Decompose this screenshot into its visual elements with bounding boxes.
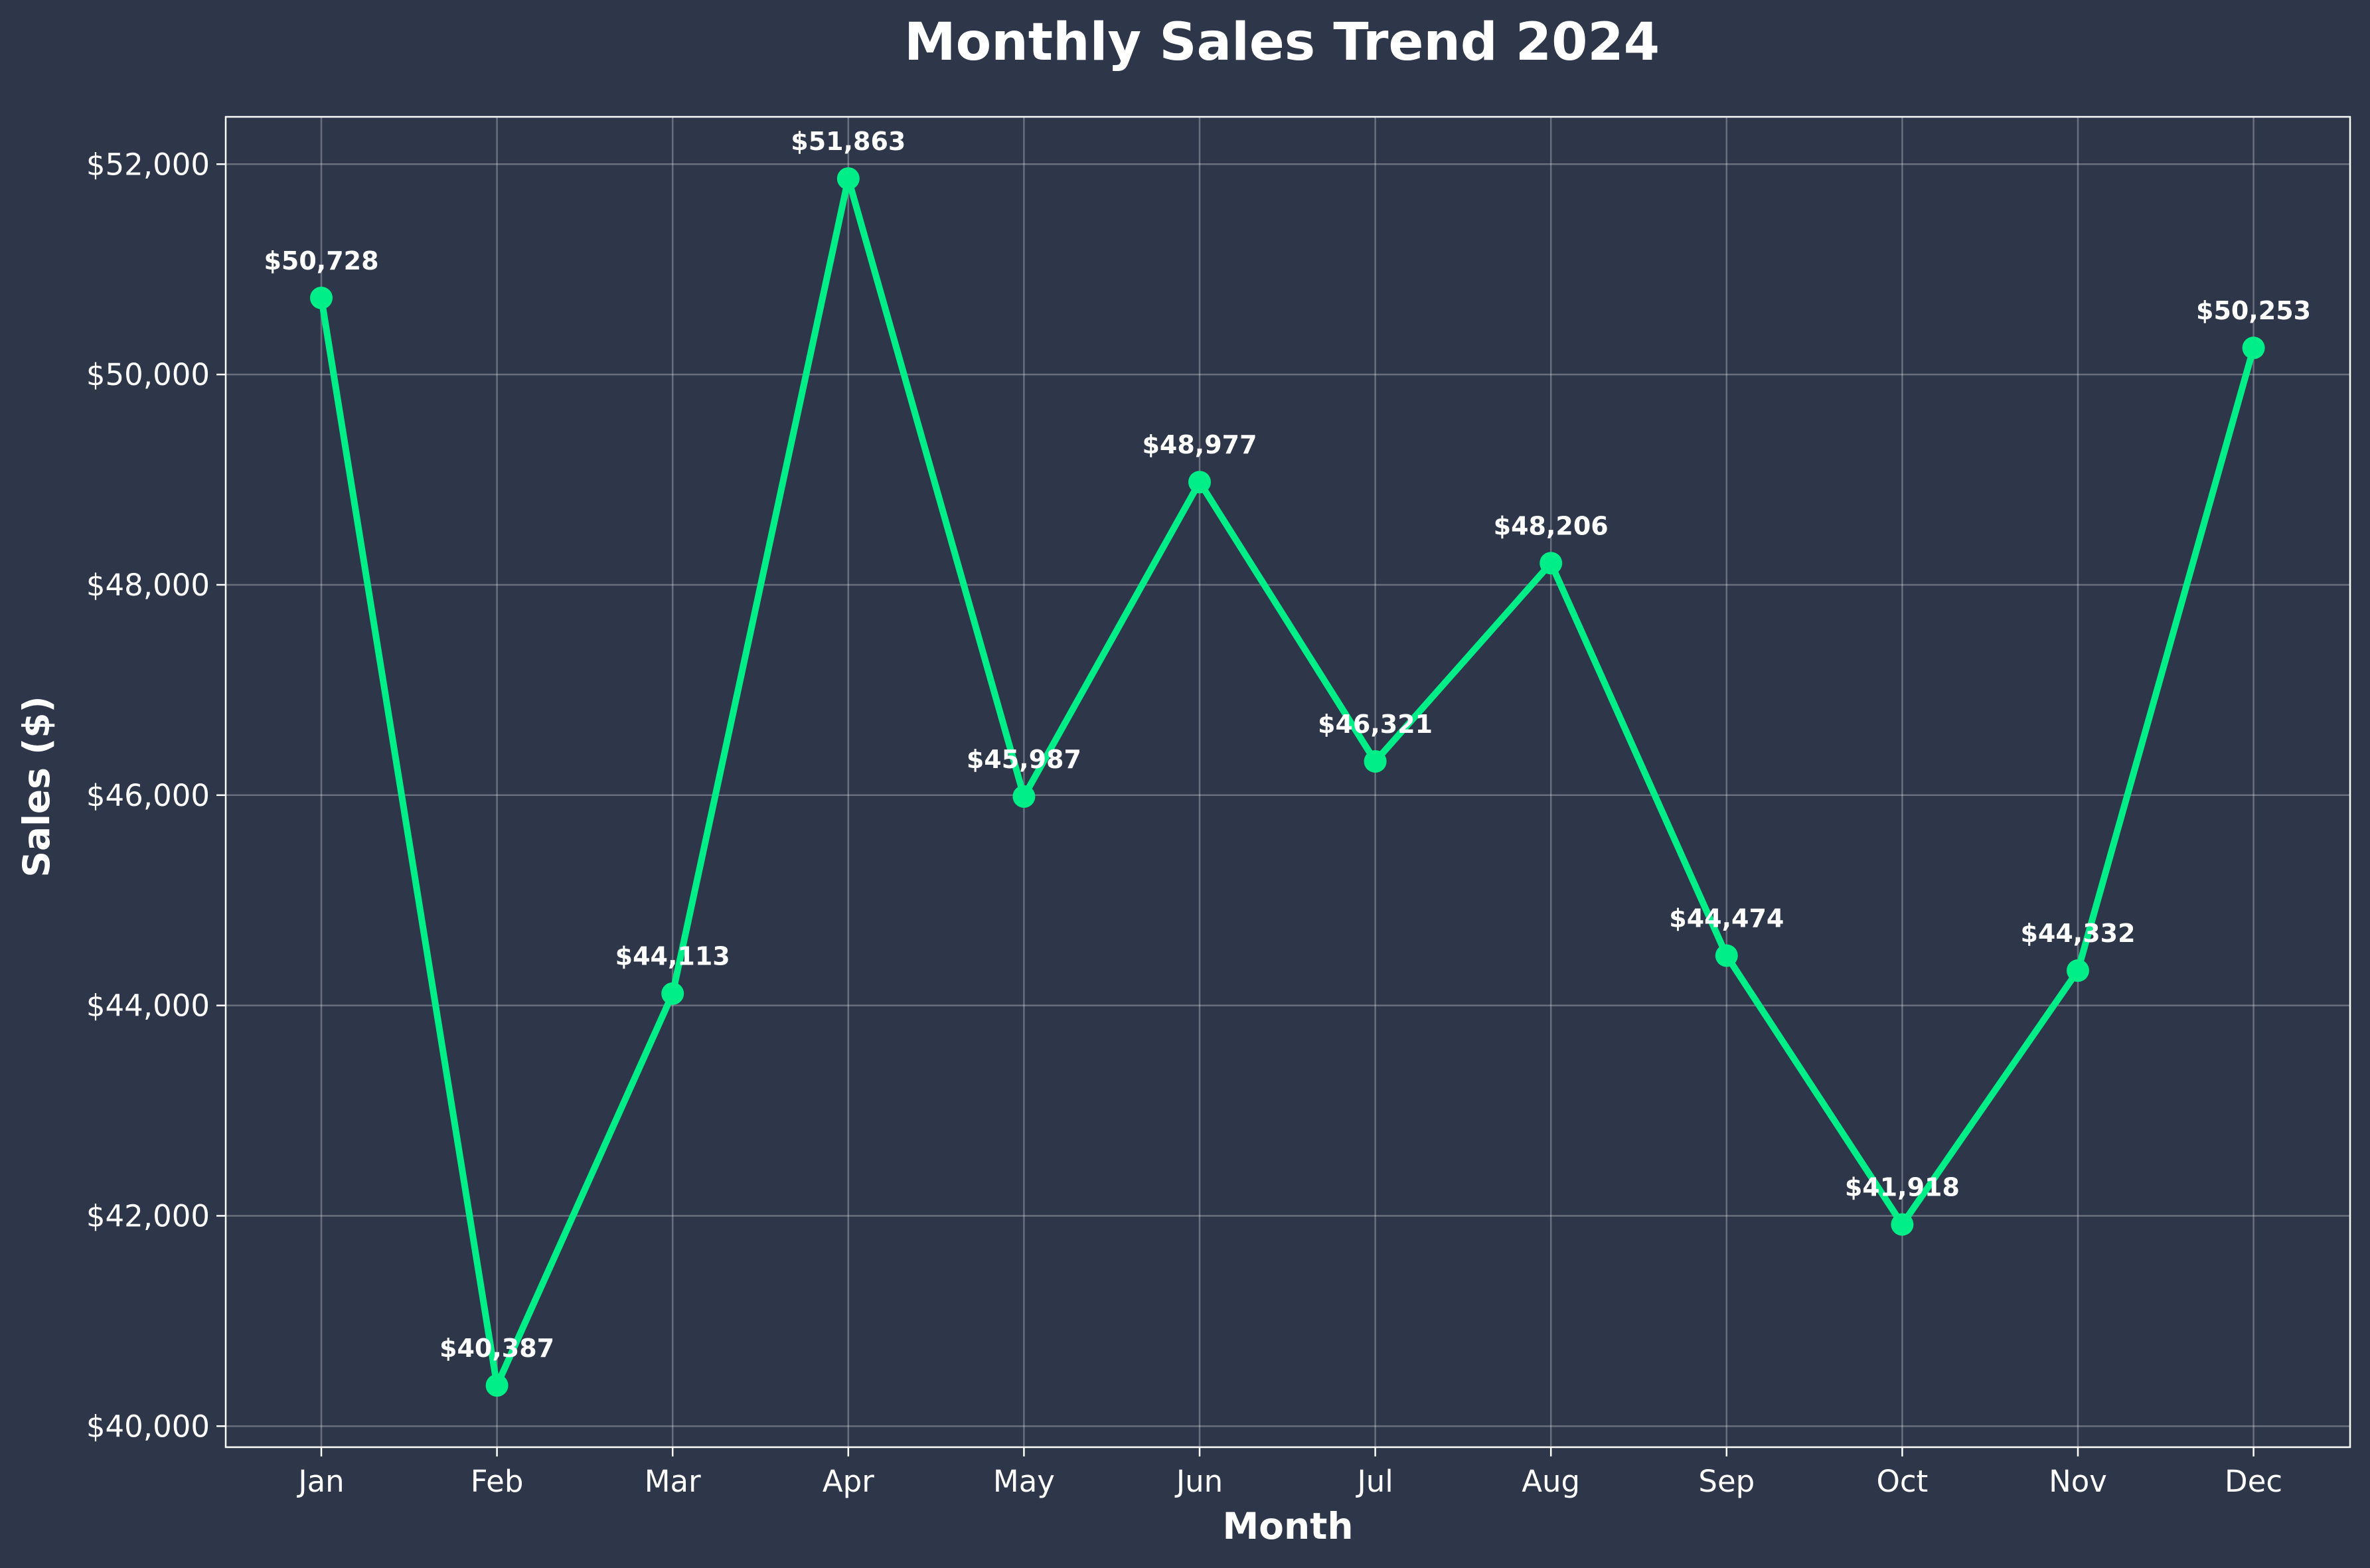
x-tick-label: Oct	[1876, 1464, 1928, 1499]
series-sales	[310, 167, 2265, 1397]
x-tick-label: Jan	[296, 1464, 344, 1499]
data-point	[485, 1374, 509, 1397]
data-label: $50,253	[2196, 296, 2311, 325]
y-axis-label: Sales ($)	[15, 696, 58, 877]
data-label: $44,332	[2020, 919, 2135, 948]
x-axis-label: Month	[1222, 1505, 1353, 1547]
data-labels: $50,728 $40,387 $44,113 $51,863 $45,987 $48,9…	[264, 127, 2311, 1363]
y-tick-label: $40,000	[86, 1409, 210, 1444]
data-label: $48,206	[1494, 511, 1609, 540]
chart-title: Monthly Sales Trend 2024	[904, 13, 1660, 72]
data-point	[1188, 471, 1211, 494]
data-label: $50,728	[264, 246, 378, 275]
data-label: $46,321	[1318, 710, 1433, 739]
y-tick-label: $50,000	[86, 357, 210, 392]
data-point	[836, 167, 860, 190]
x-tick-label: Feb	[471, 1464, 524, 1499]
data-point	[661, 982, 684, 1005]
data-label: $40,387	[439, 1334, 554, 1363]
x-tick-label: Sep	[1698, 1464, 1755, 1499]
data-point	[1540, 552, 1563, 575]
axis-ticks: Jan Feb Mar Apr May Jun Jul Aug Sep Oct Nov Dec $40,…	[86, 147, 2282, 1499]
data-point	[2242, 337, 2265, 360]
data-label: $45,987	[967, 745, 1081, 774]
x-tick-label: Aug	[1522, 1464, 1580, 1499]
plot-area-frame	[224, 116, 2351, 1449]
x-tick-label: Nov	[2049, 1464, 2107, 1499]
data-label: $44,113	[615, 942, 730, 971]
data-label: $41,918	[1845, 1172, 1960, 1202]
grid	[226, 117, 2350, 1447]
x-tick-label: Apr	[823, 1464, 874, 1499]
y-tick-label: $48,000	[86, 568, 210, 603]
data-point	[2067, 959, 2089, 982]
x-tick-label: Mar	[645, 1464, 701, 1499]
data-point	[1715, 944, 1738, 967]
y-tick-label: $42,000	[86, 1198, 210, 1233]
data-point	[1012, 785, 1036, 808]
data-label: $44,474	[1669, 904, 1784, 933]
data-label: $48,977	[1142, 430, 1257, 459]
x-tick-label: May	[993, 1464, 1055, 1499]
series-line	[318, 175, 2257, 1389]
data-point	[1364, 749, 1387, 773]
y-tick-label: $46,000	[86, 778, 210, 813]
data-point	[1891, 1213, 1914, 1236]
data-point	[310, 286, 333, 309]
x-tick-label: Jul	[1355, 1464, 1393, 1499]
x-tick-label: Jun	[1174, 1464, 1223, 1499]
x-tick-label: Dec	[2225, 1464, 2282, 1499]
y-tick-label: $52,000	[86, 147, 210, 182]
y-tick-label: $44,000	[86, 988, 210, 1024]
data-label: $51,863	[791, 127, 906, 156]
